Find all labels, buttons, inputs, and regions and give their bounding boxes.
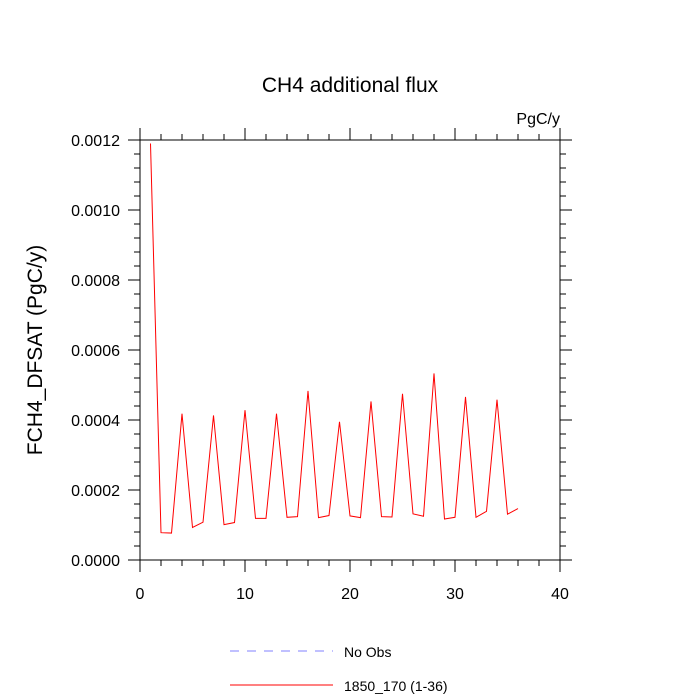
- plot-frame: [139, 139, 561, 561]
- x-tick-label: 10: [236, 586, 254, 603]
- legend-label: 1850_170 (1-36): [344, 678, 448, 694]
- y-tick-label: 0.0010: [71, 203, 120, 220]
- series-lines: [150, 143, 519, 534]
- y-tick-label: 0.0006: [71, 343, 120, 360]
- y-tick-label: 0.0002: [71, 483, 120, 500]
- chart-title: CH4 additional flux: [262, 74, 439, 97]
- x-tick-label: 0: [136, 586, 145, 603]
- x-tick-label: 40: [551, 586, 569, 603]
- y-tick-label: 0.0000: [71, 553, 120, 570]
- legend: No Obs 1850_170 (1-36): [230, 644, 448, 694]
- x-tick-label: 20: [341, 586, 359, 603]
- tick-labels: 0 10 20 30 40 0.0000 0.0002 0.0004 0.0006 0.0008 0…: [71, 133, 569, 603]
- axis-ticks: [128, 128, 572, 572]
- y-tick-label: 0.0012: [71, 133, 120, 150]
- y-tick-label: 0.0004: [71, 413, 120, 430]
- units-label: PgC/y: [516, 111, 560, 128]
- y-tick-label: 0.0008: [71, 273, 120, 290]
- series-line: [150, 143, 519, 534]
- x-tick-label: 30: [446, 586, 464, 603]
- y-axis-label: FCH4_DFSAT (PgC/y): [24, 245, 47, 455]
- legend-label: No Obs: [344, 644, 391, 660]
